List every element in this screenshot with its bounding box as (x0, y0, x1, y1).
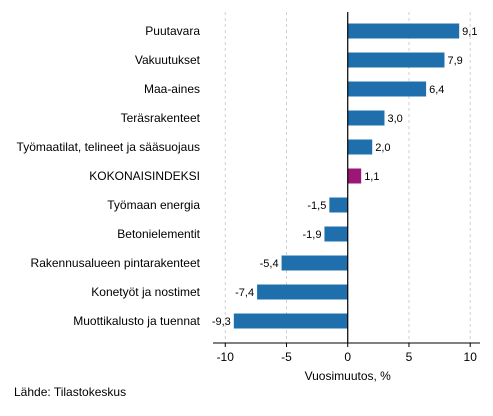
category-label: Muottikalusto ja tuennat (73, 314, 200, 328)
bar (281, 255, 348, 271)
bar (347, 168, 362, 184)
category-label: Työmaatilat, telineet ja sääsuojaus (17, 140, 200, 154)
bar (347, 52, 445, 68)
bars (233, 23, 460, 329)
value-label: -1,9 (302, 229, 321, 241)
category-label: Rakennusalueen pintarakenteet (31, 256, 201, 270)
x-ticks: -10 -5 0 5 10 (217, 343, 478, 364)
bar (329, 197, 348, 213)
bar (324, 226, 348, 242)
value-label: -9,3 (212, 316, 231, 328)
category-label: Työmaan energia (107, 198, 200, 212)
value-label: 6,4 (429, 84, 444, 96)
category-label: KOKONAISINDEKSI (89, 169, 200, 183)
source-note: Lähde: Tilastokeskus (14, 385, 127, 399)
value-labels: 9,1 7,9 6,4 3,0 2,0 1,1 -1,5 -1,9 -5,4 -7,4 -9,3 (212, 26, 478, 328)
x-tick-label: 5 (406, 350, 413, 364)
category-label: Betonielementit (117, 227, 200, 241)
x-tick-label: -5 (281, 350, 292, 364)
x-tick-label: -10 (217, 350, 235, 364)
x-tick-label: 10 (464, 350, 478, 364)
x-axis-title: Vuosimuutos, % (305, 369, 392, 383)
bar (347, 23, 460, 39)
bar (233, 313, 348, 329)
value-label: 1,1 (364, 171, 379, 183)
bar (257, 284, 348, 300)
category-label: Maa-aines (144, 82, 200, 96)
category-label: Puutavara (145, 24, 200, 38)
bar (347, 139, 373, 155)
value-label: 7,9 (447, 55, 462, 67)
value-label: 2,0 (375, 142, 390, 154)
category-label: Teräsrakenteet (121, 111, 201, 125)
value-label: -5,4 (260, 258, 279, 270)
category-label: Vakuutukset (135, 53, 201, 67)
value-label: 3,0 (387, 113, 402, 125)
value-label: -1,5 (307, 200, 326, 212)
bar (347, 81, 427, 97)
category-labels: Puutavara Vakuutukset Maa-aines Teräsrakent… (17, 24, 201, 328)
x-tick-label: 0 (344, 350, 351, 364)
value-label: -7,4 (235, 287, 254, 299)
category-label: Konetyöt ja nostimet (91, 285, 200, 299)
value-label: 9,1 (462, 26, 477, 38)
bar (347, 110, 385, 126)
